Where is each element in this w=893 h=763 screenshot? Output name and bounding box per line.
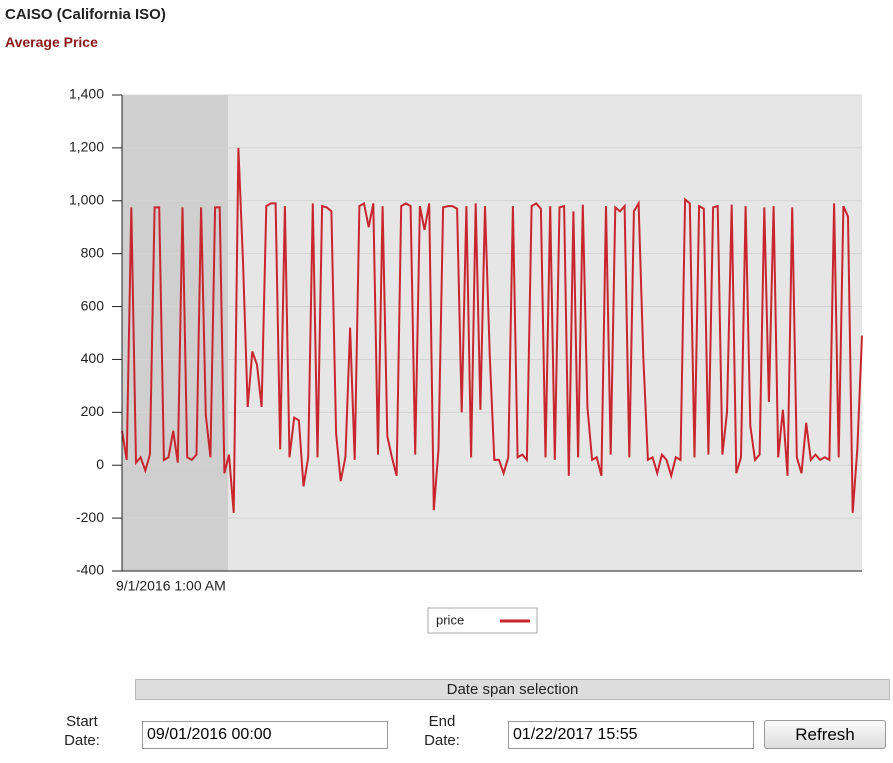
y-tick-label: 1,200 (69, 139, 104, 155)
y-tick-label: 1,000 (69, 191, 104, 207)
title: CAISO (California ISO) (5, 6, 166, 23)
y-tick-label: -200 (76, 509, 104, 525)
y-tick-label: 600 (81, 297, 105, 313)
start-input[interactable]: 09/01/2016 00:00 (142, 721, 388, 749)
x-tick-label: 9/1/2016 1:00 AM (116, 578, 226, 594)
legend-label: price (436, 612, 464, 627)
refresh-button[interactable]: Refresh (764, 720, 886, 749)
y-tick-label: 1,400 (69, 86, 104, 102)
y-tick-label: 0 (96, 456, 104, 472)
end-label: End Date: (424, 713, 460, 749)
subtitle: Average Price (5, 34, 98, 50)
price-line (121, 147, 863, 513)
y-tick-label: 400 (81, 350, 105, 366)
section-header: Date span selection (135, 679, 890, 700)
chart: -400 -200 0 200 400 600 800 1,000 1,200 1,400 9/1/… (69, 86, 863, 634)
shaded-region (122, 95, 228, 571)
y-tick-label: -400 (76, 562, 104, 578)
start-label: Start Date: (64, 713, 100, 749)
y-tick-label: 800 (81, 244, 105, 260)
y-tick-label: 200 (81, 403, 105, 419)
end-input[interactable]: 01/22/2017 15:55 (508, 721, 754, 749)
